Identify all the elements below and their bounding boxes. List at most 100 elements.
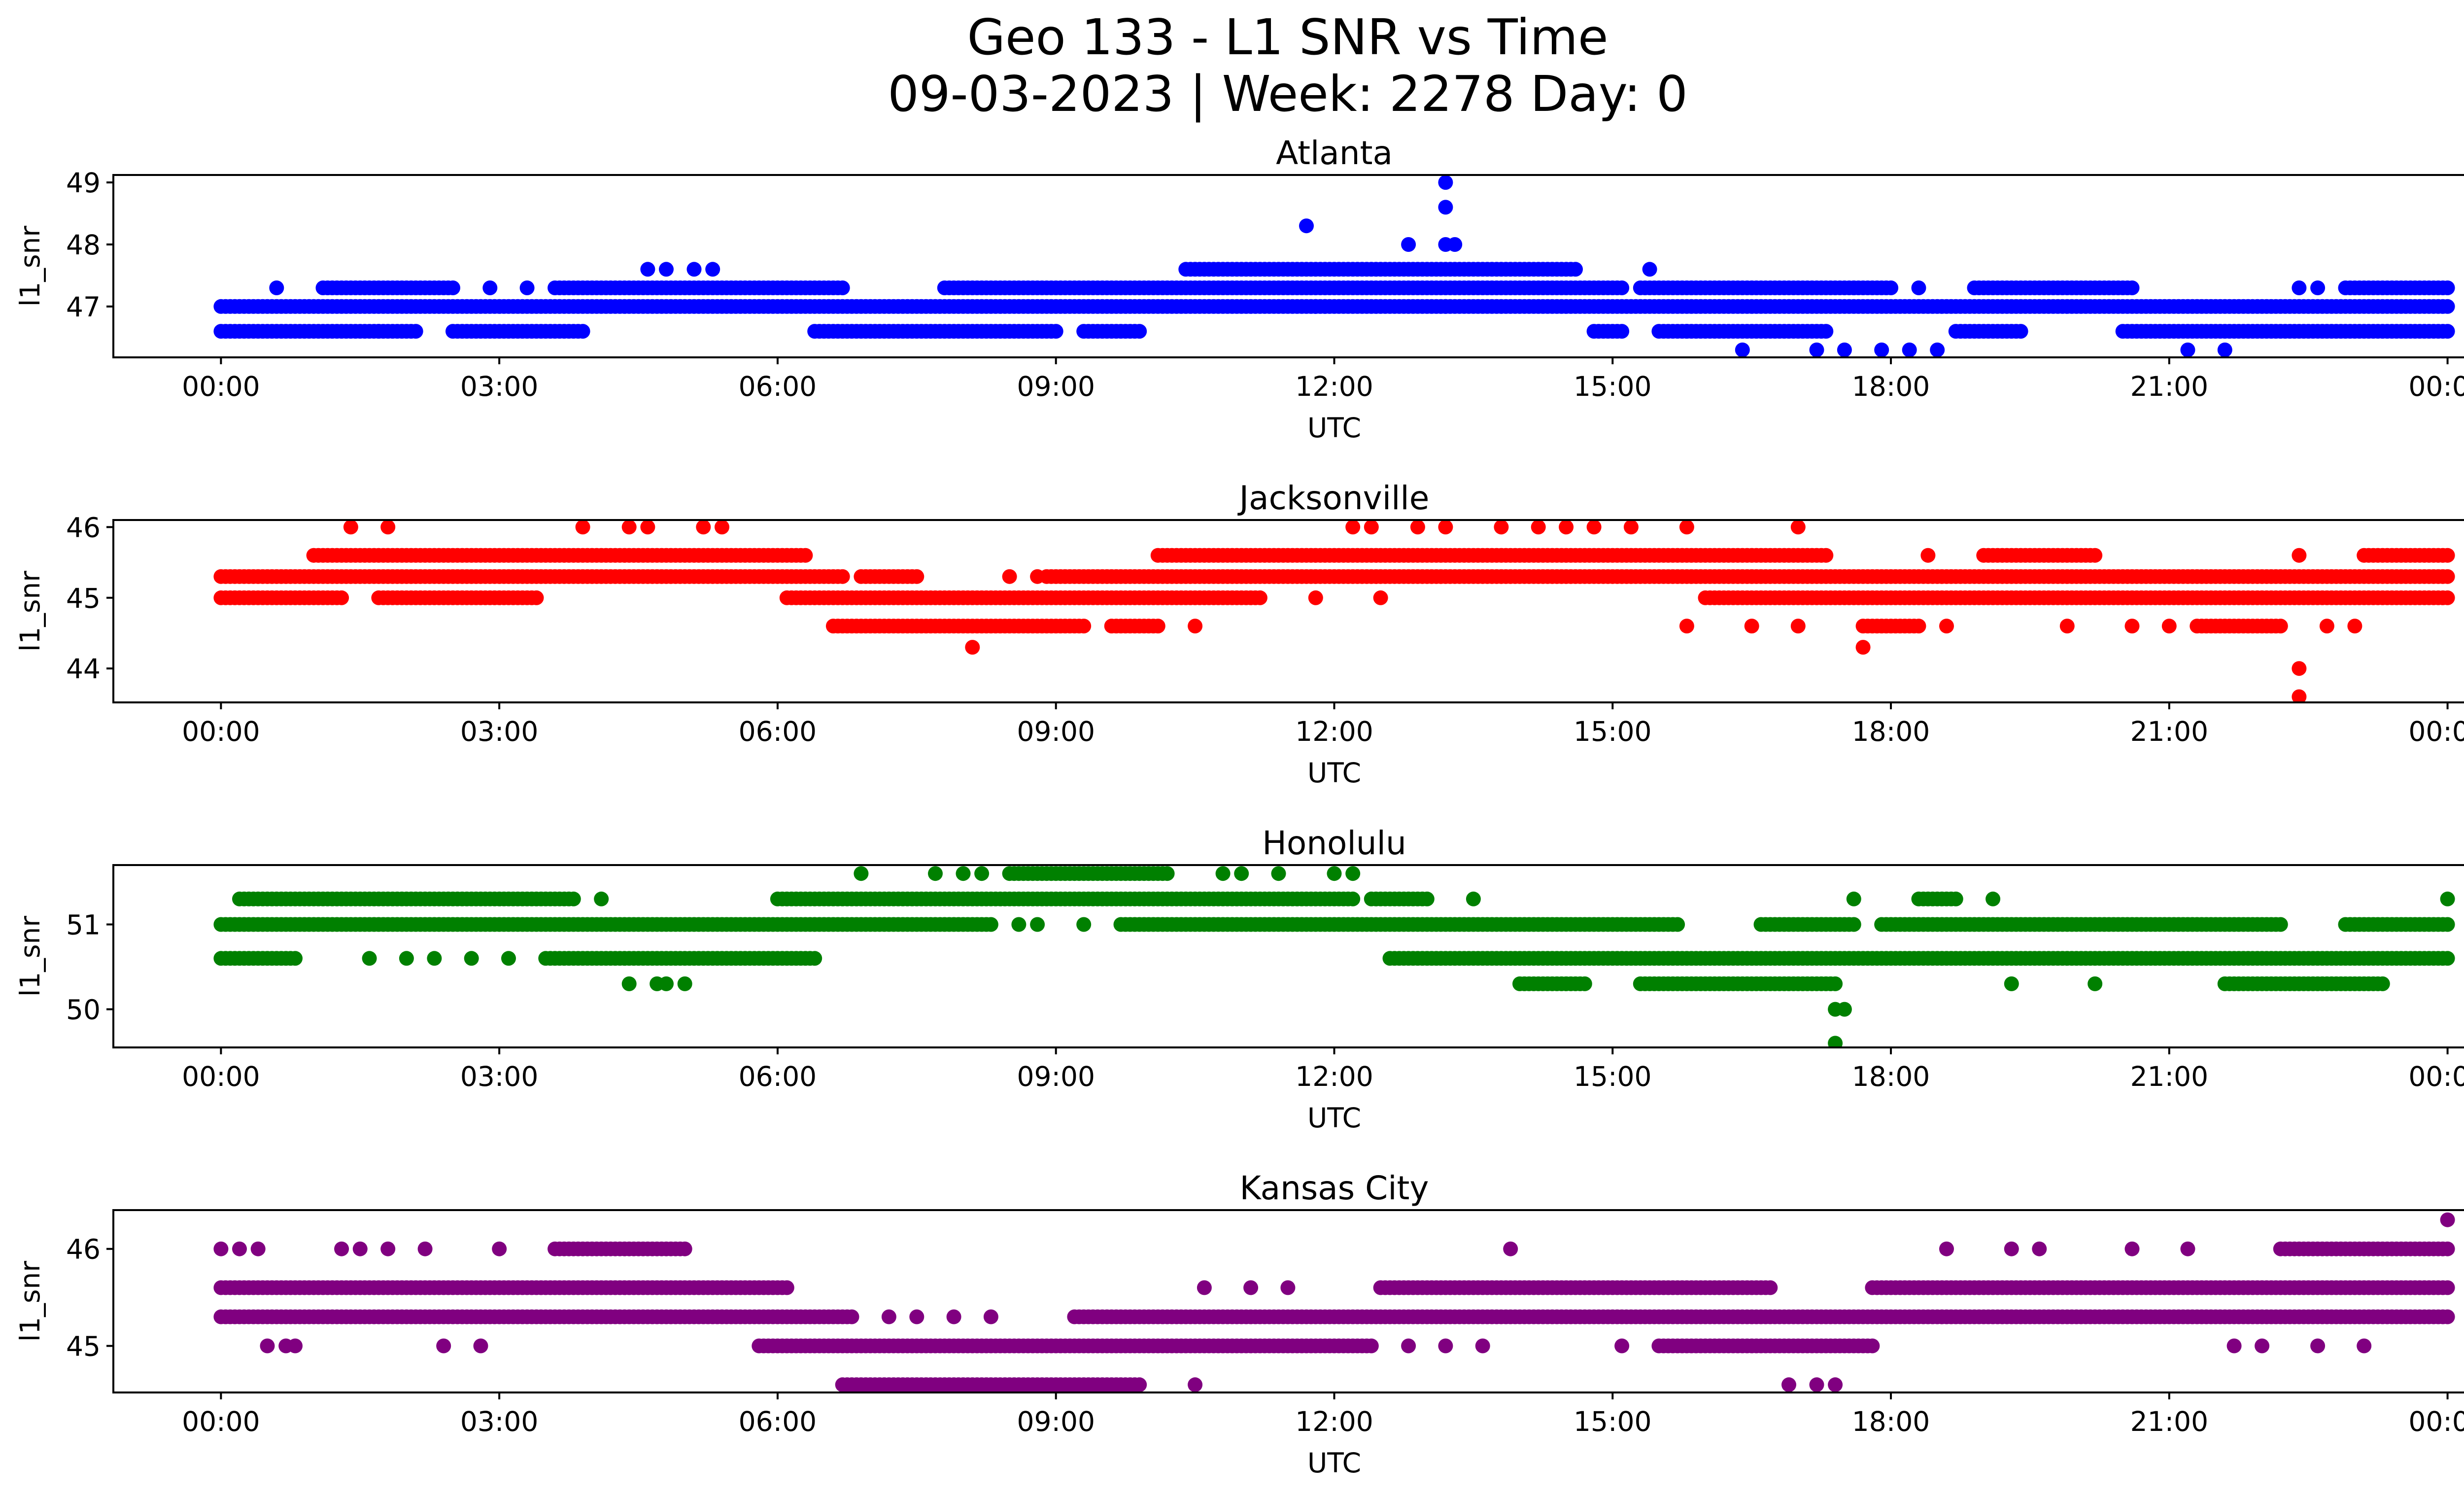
x-tick-label: 06:00 bbox=[739, 716, 817, 747]
data-point bbox=[1317, 299, 1333, 314]
data-point bbox=[1828, 1377, 1843, 1392]
data-point bbox=[2319, 619, 2334, 634]
data-point bbox=[1345, 891, 1361, 906]
x-tick-label: 06:00 bbox=[739, 1406, 817, 1437]
data-point bbox=[686, 262, 702, 277]
data-point bbox=[621, 520, 637, 535]
x-tick-label: 03:00 bbox=[460, 371, 539, 402]
data-point bbox=[529, 590, 544, 605]
data-point bbox=[1902, 342, 1917, 357]
x-tick-label: 15:00 bbox=[1574, 716, 1652, 747]
data-point bbox=[2440, 548, 2455, 563]
data-point bbox=[1308, 590, 1323, 605]
data-point bbox=[1790, 520, 1806, 535]
data-point bbox=[1679, 619, 1694, 634]
y-tick-label: 51 bbox=[66, 909, 101, 940]
x-tick-label: 03:00 bbox=[460, 1406, 539, 1437]
data-point bbox=[1299, 218, 1314, 234]
data-point bbox=[594, 891, 609, 906]
data-point bbox=[2375, 976, 2390, 991]
data-point bbox=[1531, 520, 1546, 535]
data-point bbox=[2032, 1241, 2047, 1256]
data-point bbox=[1837, 342, 1852, 357]
data-point bbox=[2124, 1241, 2140, 1256]
data-point bbox=[1846, 280, 1861, 295]
y-tick-label: 50 bbox=[66, 994, 101, 1026]
data-point bbox=[2161, 619, 2177, 634]
data-point bbox=[1790, 619, 1806, 634]
panel-title-kansas-city: Kansas City bbox=[1240, 1169, 1429, 1207]
data-point bbox=[2124, 280, 2140, 295]
data-point bbox=[2440, 1280, 2455, 1295]
x-tick-label: 15:00 bbox=[1574, 1061, 1652, 1092]
data-point bbox=[1076, 619, 1092, 634]
data-point bbox=[2217, 342, 2232, 357]
data-point bbox=[2124, 619, 2140, 634]
data-point bbox=[352, 1241, 368, 1256]
data-point bbox=[1132, 1377, 1147, 1392]
data-point bbox=[519, 280, 535, 295]
data-point bbox=[1642, 262, 1657, 277]
data-point bbox=[1048, 324, 1063, 339]
panel-title-jacksonville: Jacksonville bbox=[1237, 479, 1430, 517]
x-tick-label: 21:00 bbox=[2130, 1406, 2209, 1437]
data-point bbox=[705, 262, 720, 277]
data-point bbox=[575, 324, 590, 339]
data-point bbox=[946, 1309, 961, 1324]
data-point bbox=[1985, 891, 2001, 906]
data-point bbox=[1327, 866, 1342, 881]
data-point bbox=[343, 520, 358, 535]
data-point bbox=[371, 324, 386, 339]
data-point bbox=[1911, 619, 1926, 634]
data-point bbox=[854, 866, 869, 881]
data-point bbox=[2357, 1338, 2372, 1354]
data-point bbox=[928, 866, 943, 881]
data-point bbox=[575, 520, 590, 535]
data-point bbox=[1781, 1377, 1796, 1392]
data-point bbox=[2440, 324, 2455, 339]
x-tick-label: 12:00 bbox=[1295, 371, 1373, 402]
x-tick-label: 03:00 bbox=[460, 1061, 539, 1092]
data-point bbox=[1828, 976, 1843, 991]
data-point bbox=[1920, 548, 1936, 563]
series-honolulu bbox=[213, 866, 2455, 1047]
data-point bbox=[492, 1241, 507, 1256]
data-point bbox=[1373, 590, 1388, 605]
data-point bbox=[427, 951, 442, 966]
data-point bbox=[1744, 619, 1759, 634]
y-tick-label: 45 bbox=[66, 583, 101, 614]
data-point bbox=[2347, 619, 2362, 634]
data-point bbox=[2013, 324, 2028, 339]
data-point bbox=[1271, 866, 1286, 881]
y-axis-label: l1_snr bbox=[14, 1261, 46, 1342]
data-point bbox=[2088, 548, 2103, 563]
data-point bbox=[380, 1241, 396, 1256]
data-point bbox=[473, 1338, 488, 1354]
x-tick-label: 00:00 bbox=[182, 1406, 260, 1437]
data-point bbox=[1818, 324, 1834, 339]
data-point bbox=[1846, 917, 1861, 932]
data-point bbox=[1345, 520, 1361, 535]
data-point bbox=[659, 262, 674, 277]
data-point bbox=[1364, 1338, 1379, 1354]
data-point bbox=[1679, 520, 1694, 535]
data-point bbox=[1883, 280, 1899, 295]
data-point bbox=[232, 1241, 247, 1256]
data-point bbox=[974, 866, 990, 881]
data-point bbox=[965, 640, 980, 655]
y-tick-label: 48 bbox=[66, 229, 101, 261]
data-point bbox=[2292, 548, 2307, 563]
x-axis-label: UTC bbox=[1307, 1447, 1361, 1479]
x-tick-label: 18:00 bbox=[1852, 716, 1930, 747]
data-point bbox=[715, 520, 729, 535]
x-tick-label: 21:00 bbox=[2130, 716, 2209, 747]
data-point bbox=[640, 520, 655, 535]
y-tick-label: 45 bbox=[66, 1331, 101, 1362]
data-point bbox=[362, 951, 377, 966]
data-point bbox=[1345, 866, 1361, 881]
data-point bbox=[2440, 569, 2455, 584]
data-point bbox=[1939, 619, 1954, 634]
data-point bbox=[2440, 1212, 2455, 1227]
